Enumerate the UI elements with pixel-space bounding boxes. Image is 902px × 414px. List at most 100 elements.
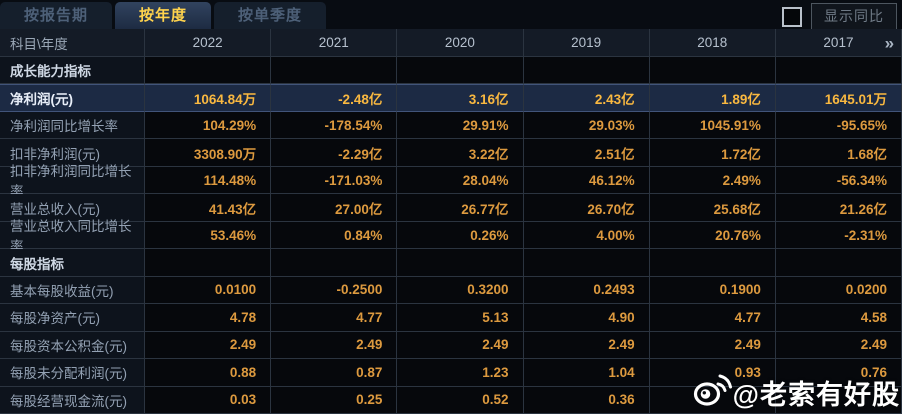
watermark-handle: @老索有好股 [732,380,900,410]
section-row[interactable]: 每股指标 [0,249,902,277]
value-cell: 0.87 [271,359,398,387]
value-cell: 2.43亿 [523,84,650,112]
value-cell: 26.77亿 [397,194,524,222]
tab-annual[interactable]: 按年度 [115,2,212,29]
value-cell: 4.00% [523,221,650,250]
value-cell: 1645.01万 [775,84,902,112]
column-header-2019: 2019 [523,29,650,57]
row-label: 每股指标 [0,249,145,277]
value-cell: 5.13 [397,304,524,332]
value-cell: 0.76 [775,359,902,387]
value-cell: 46.12% [523,166,650,195]
value-cell: 0.0100 [145,276,272,305]
row-label: 每股净资产(元) [0,304,145,332]
row-label: 每股经营现金流(元) [0,386,145,414]
value-cell: 1.23 [397,359,524,387]
show-yoy-checkbox[interactable] [782,6,802,27]
value-cell: 3.22亿 [397,139,524,167]
value-cell: 0.03 [145,386,272,414]
row-label: 扣非净利润同比增长率 [0,164,145,199]
value-cell: 0.3200 [397,276,524,305]
value-cell [271,57,398,85]
value-cell: 2.49% [649,166,776,195]
value-cell [523,249,650,277]
table-row[interactable]: 净利润同比增长率 104.29% -178.54% 29.91% 29.03% 1045.… [0,111,902,140]
value-cell: 25.68亿 [649,194,776,222]
watermark: @老索有好股 [692,371,900,414]
value-cell [523,57,650,85]
value-cell [271,249,398,277]
value-cell: 1064.84万 [145,84,272,112]
table-row[interactable]: 扣非净利润同比增长率 114.48% -171.03% 28.04% 46.12% 2.4… [0,164,902,199]
value-cell: 4.77 [649,304,776,332]
more-years-icon[interactable]: » [884,33,895,52]
table-row[interactable]: 净利润(元) 1064.84万 -2.48亿 3.16亿 2.43亿 1.89亿 1645.… [0,84,902,112]
financial-table: 科目\年度 2022 2021 2020 2019 2018 2017» 成长能力指标 净利润(… [0,29,902,414]
table-row[interactable]: 每股资本公积金(元) 2.49 2.49 2.49 2.49 2.49 2.49 [0,331,902,360]
value-cell: 1.72亿 [649,139,776,167]
value-cell: 0.93 [649,359,776,387]
value-cell [397,249,524,277]
value-cell: 29.03% [523,111,650,140]
value-cell: 2.49 [523,331,650,360]
value-cell: 0.1900 [649,276,776,305]
value-cell: 2.49 [775,331,902,360]
value-cell: -178.54% [271,111,398,140]
table-row[interactable]: 营业总收入同比增长率 53.46% 0.84% 0.26% 4.00% 20.76% -2.… [0,219,902,254]
table-row[interactable]: 营业总收入(元) 41.43亿 27.00亿 26.77亿 26.70亿 25.68亿 21… [0,194,902,222]
show-yoy-label[interactable]: 显示同比 [811,3,897,30]
value-cell [649,57,776,85]
value-cell: -171.03% [271,166,398,195]
row-label: 营业总收入同比增长率 [0,219,145,254]
value-cell: 2.49 [271,331,398,360]
value-cell [397,57,524,85]
value-cell: 2.49 [649,331,776,360]
row-label: 净利润同比增长率 [0,111,145,140]
value-cell: 1.04 [523,359,650,387]
row-label: 营业总收入(元) [0,194,145,222]
column-header-2020: 2020 [397,29,524,57]
tab-single-quarter[interactable]: 按单季度 [214,2,327,29]
value-cell: 114.48% [145,166,272,195]
value-cell: 28.04% [397,166,524,195]
value-cell: -2.31% [775,221,902,250]
table-row[interactable]: 每股未分配利润(元) 0.88 0.87 1.23 1.04 0.93 0.76 [0,359,902,387]
value-cell: 4.90 [523,304,650,332]
yoy-controls: 显示同比 [782,3,897,30]
value-cell: 2.49 [145,331,272,360]
row-label: 每股未分配利润(元) [0,359,145,387]
table-row[interactable]: 基本每股收益(元) 0.0100 -0.2500 0.3200 0.2493 0.1900… [0,276,902,305]
value-cell: 0.0200 [775,276,902,305]
value-cell: -95.65% [775,111,902,140]
table-header-row: 科目\年度 2022 2021 2020 2019 2018 2017» [0,29,902,57]
column-header-2022: 2022 [145,29,272,57]
value-cell: 0.84% [271,221,398,250]
corner-header: 科目\年度 [0,29,145,57]
value-cell: 4.77 [271,304,398,332]
period-tabbar: 按报告期 按年度 按单季度 显示同比 [0,0,902,30]
value-cell [145,249,272,277]
value-cell [649,249,776,277]
value-cell: 2.51亿 [523,139,650,167]
value-cell: 21.26亿 [775,194,902,222]
table-row[interactable]: 每股净资产(元) 4.78 4.77 5.13 4.90 4.77 4.58 [0,304,902,332]
value-cell: 4.78 [145,304,272,332]
value-cell: 1.68亿 [775,139,902,167]
value-cell: 0.25 [271,386,398,414]
table-row[interactable]: 扣非净利润(元) 3308.90万 -2.29亿 3.22亿 2.51亿 1.72亿 1.6… [0,139,902,167]
section-row[interactable]: 成长能力指标 [0,57,902,85]
value-cell: -2.29亿 [271,139,398,167]
value-cell [775,249,902,277]
value-cell [775,57,902,85]
value-cell: 2.49 [397,331,524,360]
value-cell: 0.26% [397,221,524,250]
row-label: 基本每股收益(元) [0,276,145,305]
value-cell [145,57,272,85]
value-cell: 0.2493 [523,276,650,305]
value-cell: 27.00亿 [271,194,398,222]
value-cell: 0.36 [523,386,650,414]
value-cell: 3308.90万 [145,139,272,167]
tab-report-period[interactable]: 按报告期 [0,2,113,29]
value-cell: 0.88 [145,359,272,387]
